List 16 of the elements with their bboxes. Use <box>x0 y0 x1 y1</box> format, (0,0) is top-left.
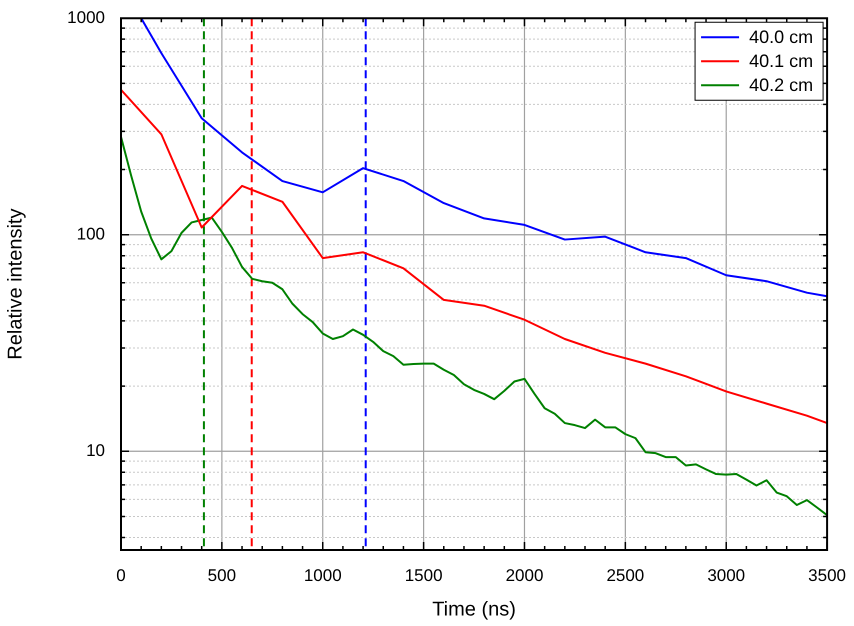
y-tick-label: 1000 <box>67 8 105 27</box>
legend-label: 40.1 cm <box>749 51 814 72</box>
x-tick-label: 3000 <box>707 566 746 585</box>
legend-label: 40.2 cm <box>749 75 814 96</box>
x-tick-label: 3500 <box>808 566 846 585</box>
y-tick-label: 10 <box>86 440 105 460</box>
x-tick-label: 2500 <box>606 566 644 585</box>
x-tick-label: 1500 <box>404 566 443 585</box>
x-axis-title: Time (ns) <box>432 598 516 621</box>
legend-label: 40.0 cm <box>749 27 814 48</box>
x-tick-label: 0 <box>116 566 126 585</box>
x-tick-label: 500 <box>208 566 236 585</box>
y-axis-title: Relative intensity <box>4 208 27 360</box>
y-tick-label: 100 <box>76 224 105 244</box>
x-tick-label: 1000 <box>304 566 342 585</box>
x-tick-label: 2000 <box>506 566 544 585</box>
